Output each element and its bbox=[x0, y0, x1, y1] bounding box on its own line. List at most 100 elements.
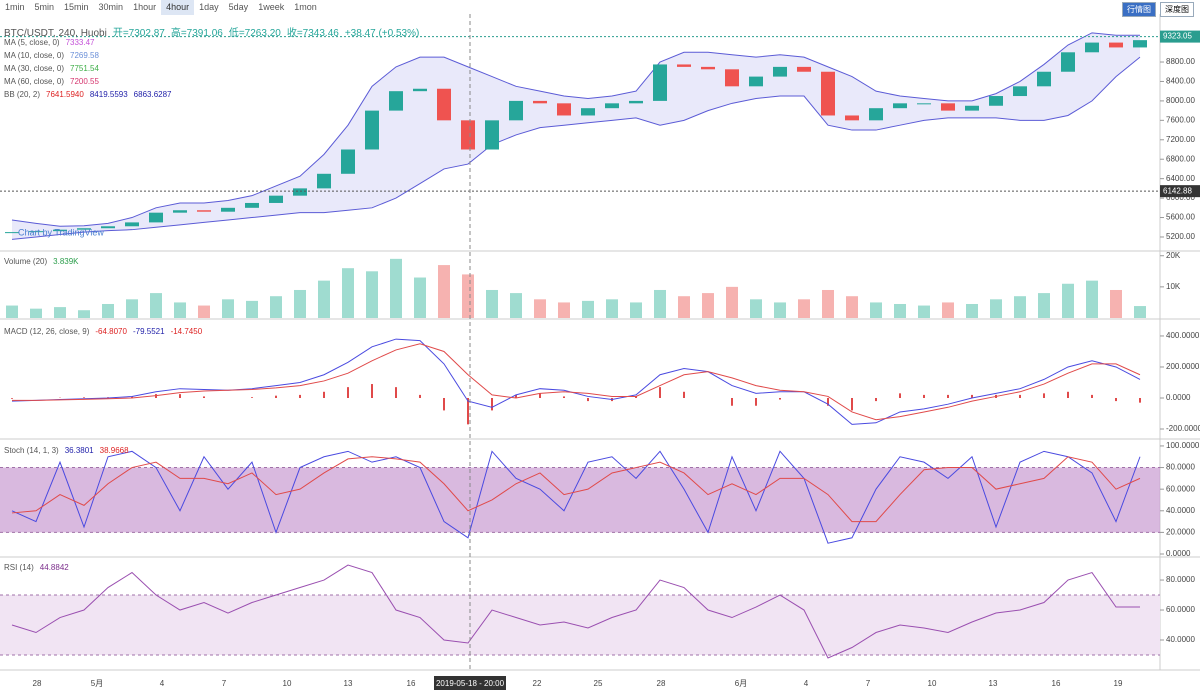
legend-row: MA (10, close, 0) 7269.58 bbox=[4, 51, 105, 60]
histogram-bar bbox=[851, 397, 853, 411]
volume-bar bbox=[534, 299, 546, 318]
indicator-line bbox=[11, 456, 1141, 523]
indicator-name: Stoch (14, 1, 3) bbox=[4, 446, 59, 455]
volume-bar bbox=[1014, 296, 1026, 318]
interval-button[interactable]: 5min bbox=[34, 2, 55, 12]
interval-button[interactable]: 1min bbox=[5, 2, 25, 12]
candle bbox=[173, 210, 187, 213]
candle bbox=[461, 120, 475, 150]
interval-button[interactable]: 1week bbox=[258, 2, 285, 12]
volume-bar bbox=[750, 299, 762, 318]
volume-bar bbox=[870, 302, 882, 318]
interval-button[interactable]: 30min bbox=[98, 2, 124, 12]
y-tick-label: 400.0000 bbox=[1166, 331, 1200, 340]
view-button[interactable]: 行情图 bbox=[1122, 2, 1156, 17]
candle bbox=[149, 212, 163, 223]
candle bbox=[821, 71, 835, 116]
candle bbox=[5, 232, 19, 234]
volume-bar bbox=[1110, 289, 1122, 318]
candle bbox=[341, 149, 355, 174]
y-tick-label: 5200.00 bbox=[1166, 232, 1195, 241]
interval-button[interactable]: 1hour bbox=[133, 2, 157, 12]
histogram-bar bbox=[1043, 393, 1045, 398]
crosshair-tag bbox=[434, 676, 506, 690]
histogram-bar bbox=[635, 396, 637, 398]
interval-button[interactable]: 1mon bbox=[294, 2, 317, 12]
interval-button[interactable]: 1day bbox=[199, 2, 219, 12]
volume-bar bbox=[1062, 283, 1074, 318]
volume-bar bbox=[270, 296, 282, 318]
legend-row: Stoch (14, 1, 3) 36.3801 38.9668 bbox=[4, 446, 135, 455]
volume-bar bbox=[150, 293, 162, 318]
legend-open: 开=7302.87 bbox=[112, 28, 165, 39]
x-tick-label: 7 bbox=[222, 679, 227, 688]
candle bbox=[701, 66, 715, 70]
x-tick-label: 10 bbox=[283, 679, 292, 688]
interval-button[interactable]: 4hour bbox=[161, 0, 195, 15]
y-tick-label: 80.0000 bbox=[1166, 463, 1195, 472]
y-tick-label: 100.0000 bbox=[1166, 441, 1200, 450]
legend-row: MA (30, close, 0) 7751.54 bbox=[4, 64, 105, 73]
candle bbox=[509, 100, 523, 121]
volume-bar bbox=[438, 265, 450, 318]
volume-bar bbox=[414, 277, 426, 318]
y-tick-label: 20.0000 bbox=[1166, 527, 1195, 536]
x-tick-label: 5月 bbox=[91, 679, 103, 688]
indicator-value: 38.9668 bbox=[99, 446, 129, 455]
candle bbox=[773, 66, 787, 77]
candle bbox=[677, 64, 691, 67]
legend-symbol: BTC/USDT, 240, Huobi bbox=[4, 28, 107, 39]
y-tick-label: 60.0000 bbox=[1166, 484, 1195, 493]
candle bbox=[557, 103, 571, 116]
histogram-bar bbox=[947, 394, 949, 398]
legend-row: MA (5, close, 0) 7333.47 bbox=[4, 38, 101, 47]
candle bbox=[437, 88, 451, 121]
indicator-name: MA (60, close, 0) bbox=[4, 77, 65, 86]
interval-button[interactable]: 15min bbox=[64, 2, 89, 12]
toolbar: 1min 5min 15min 30min 1hour 4hour 1day 5day 1wee… bbox=[0, 0, 322, 15]
candle bbox=[125, 222, 139, 227]
volume-bar bbox=[6, 305, 18, 318]
price-tag bbox=[1160, 185, 1200, 198]
histogram-bar bbox=[1115, 397, 1117, 402]
candle bbox=[53, 229, 67, 232]
x-tick-label: 25 bbox=[594, 679, 603, 688]
volume-bar bbox=[486, 289, 498, 318]
y-tick-label: 80.0000 bbox=[1166, 575, 1195, 584]
x-tick-label: 4 bbox=[160, 679, 165, 688]
volume-bar bbox=[990, 299, 1002, 318]
view-button[interactable]: 深度图 bbox=[1160, 2, 1194, 17]
histogram-bar bbox=[203, 396, 205, 398]
volume-bar bbox=[774, 302, 786, 318]
volume-bar bbox=[390, 258, 402, 318]
volume-bar bbox=[966, 303, 978, 318]
candle bbox=[1037, 71, 1051, 87]
legend-row: BTC/USDT, 240, Huobi 开=7302.87 高=7391.06 低=… bbox=[4, 24, 425, 39]
volume-bar bbox=[702, 293, 714, 318]
histogram-bar bbox=[875, 397, 877, 402]
volume-bar bbox=[30, 308, 42, 318]
candle bbox=[269, 195, 283, 203]
x-tick-label: 6月 bbox=[735, 679, 747, 688]
histogram-bar bbox=[299, 394, 301, 398]
indicator-value: 44.8842 bbox=[39, 563, 69, 572]
price-tag-label: 6142.88 bbox=[1163, 186, 1192, 195]
crosshair-label: 2019-05-18 - 20:00 bbox=[436, 679, 505, 688]
histogram-bar bbox=[251, 397, 253, 398]
volume-bar bbox=[342, 268, 354, 318]
legend-row: MACD (12, 26, close, 9) -64.8070 -79.5521-… bbox=[4, 327, 208, 336]
volume-bar bbox=[1038, 293, 1050, 318]
histogram-bar bbox=[971, 394, 973, 398]
interval-button[interactable]: 5day bbox=[228, 2, 249, 12]
histogram-bar bbox=[587, 397, 589, 402]
histogram-bar bbox=[563, 396, 565, 398]
y-tick-label: 10K bbox=[1166, 282, 1181, 291]
histogram-bar bbox=[443, 397, 445, 411]
y-tick-label: 8400.00 bbox=[1166, 77, 1195, 86]
histogram-bar bbox=[1067, 391, 1069, 398]
indicator-value: 7333.47 bbox=[65, 38, 95, 47]
y-tick-label: 60.0000 bbox=[1166, 605, 1195, 614]
volume-bar bbox=[510, 293, 522, 318]
indicator-value: 7269.58 bbox=[70, 51, 99, 60]
candle bbox=[653, 64, 667, 101]
